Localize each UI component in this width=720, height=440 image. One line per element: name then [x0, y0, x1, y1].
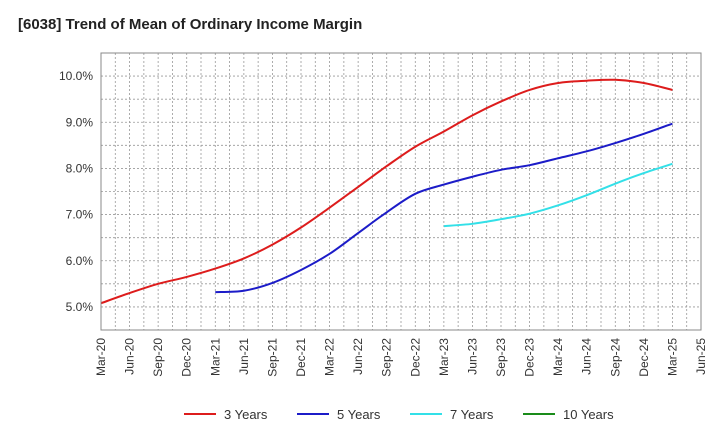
series-lines: [100, 78, 673, 305]
x-tick-label: Mar-20: [94, 338, 108, 376]
x-tick-label: Sep-24: [608, 338, 622, 377]
y-tick-label: 5.0%: [66, 300, 94, 314]
x-tick-label: Jun-25: [694, 338, 708, 375]
x-tick-label: Sep-20: [151, 338, 165, 377]
legend: 3 Years 5 Years 7 Years 10 Years: [184, 407, 614, 422]
y-tick-label: 9.0%: [66, 115, 94, 129]
x-tick-label: Dec-23: [523, 338, 537, 377]
y-tick-label: 6.0%: [66, 254, 94, 268]
chart-title: [6038] Trend of Mean of Ordinary Income …: [18, 16, 363, 33]
x-tick-label: Sep-23: [494, 338, 508, 377]
x-tick-label: Mar-23: [437, 338, 451, 376]
legend-label: 7 Years: [450, 407, 494, 422]
x-tick-label: Dec-20: [180, 338, 194, 377]
x-tick-label: Dec-22: [408, 338, 422, 377]
x-tick-label: Sep-21: [265, 338, 279, 377]
x-tick-label: Dec-24: [637, 338, 651, 377]
x-tick-label: Jun-20: [123, 338, 137, 375]
y-axis-ticks: 5.0% 6.0% 7.0% 8.0% 9.0% 10.0%: [59, 69, 93, 314]
y-tick-label: 8.0%: [66, 161, 94, 175]
x-tick-label: Sep-22: [380, 338, 394, 377]
x-axis-ticks: Mar-20 Jun-20 Sep-20 Dec-20 Mar-21 Jun-21 Sep-…: [94, 338, 708, 377]
x-tick-label: Dec-21: [294, 338, 308, 377]
x-tick-label: Jun-23: [465, 338, 479, 375]
legend-label: 5 Years: [337, 407, 381, 422]
legend-label: 3 Years: [224, 407, 268, 422]
x-tick-label: Jun-21: [237, 338, 251, 375]
series-line-7-years: [443, 162, 673, 228]
y-tick-label: 7.0%: [66, 208, 94, 222]
x-tick-label: Jun-22: [351, 338, 365, 375]
legend-label: 10 Years: [563, 407, 614, 422]
plot-frame: [100, 52, 702, 331]
series-line-5-years: [215, 122, 673, 294]
series-line-3-years: [100, 78, 673, 305]
x-tick-label: Mar-25: [665, 338, 679, 376]
y-tick-label: 10.0%: [59, 69, 93, 83]
x-tick-label: Mar-22: [323, 338, 337, 376]
x-tick-label: Jun-24: [580, 338, 594, 375]
x-tick-label: Mar-24: [551, 338, 565, 376]
x-tick-label: Mar-21: [208, 338, 222, 376]
grid-lines: [100, 52, 702, 331]
